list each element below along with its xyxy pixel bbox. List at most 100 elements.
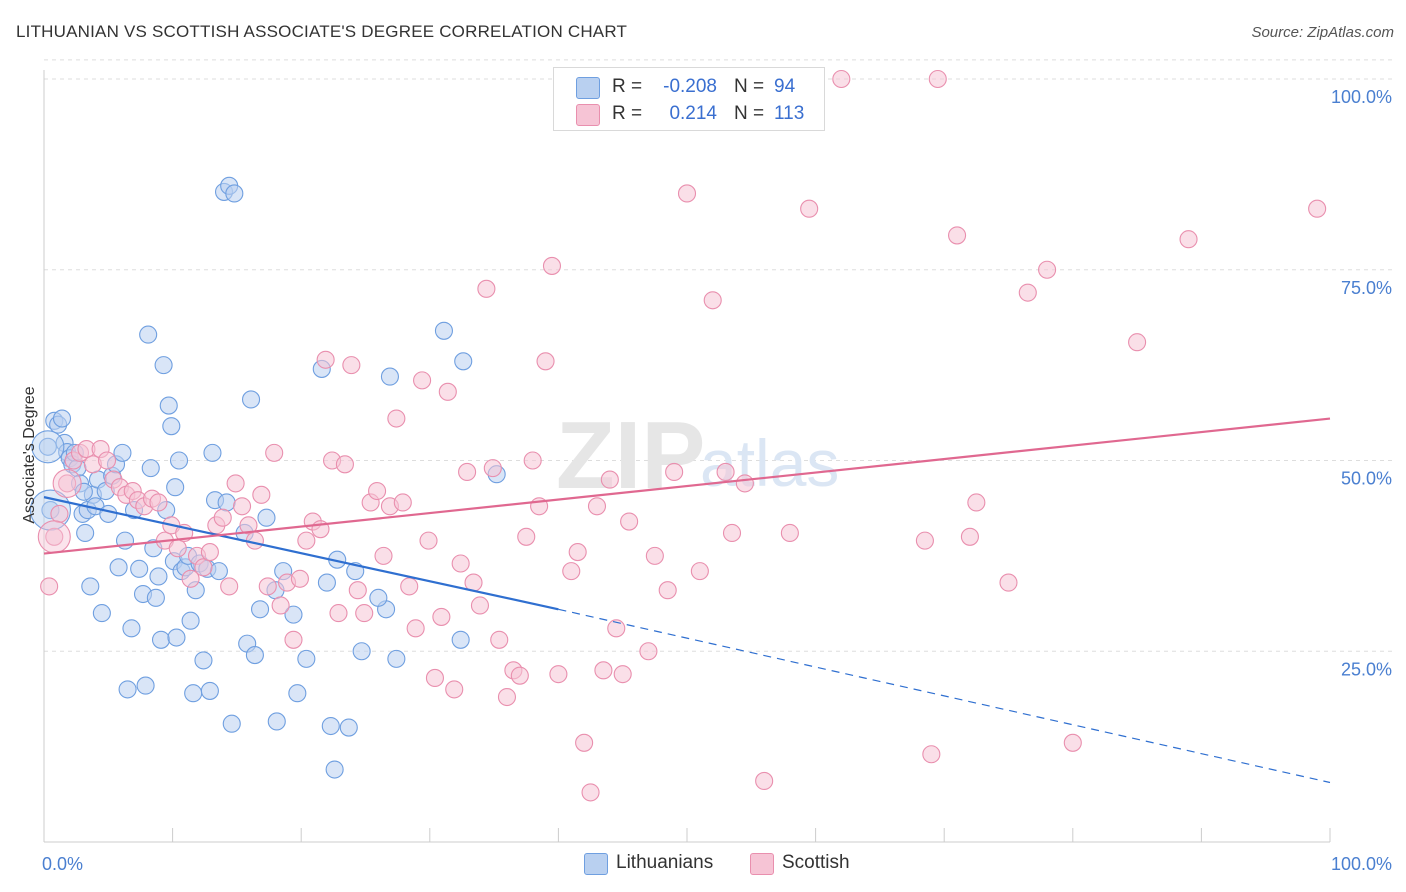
point-lithuanians bbox=[194, 651, 213, 670]
point-scottish bbox=[45, 527, 64, 546]
point-scottish bbox=[297, 531, 316, 550]
point-lithuanians bbox=[250, 600, 270, 619]
point-lithuanians bbox=[166, 478, 185, 497]
y-tick-label: 100.0% bbox=[1331, 87, 1392, 107]
legend-n-value: 113 bbox=[774, 103, 805, 124]
y-tick-label: 25.0% bbox=[1341, 659, 1392, 679]
point-lithuanians bbox=[203, 443, 222, 462]
point-lithuanians bbox=[159, 396, 178, 415]
labels-layer: Associate's Degree 25.0% 50.0% 75.0% 100.0%… bbox=[21, 87, 1392, 874]
point-lithuanians bbox=[81, 577, 100, 596]
point-lithuanians bbox=[321, 716, 340, 736]
point-scottish bbox=[542, 256, 562, 275]
point-scottish bbox=[562, 562, 581, 581]
point-lithuanians bbox=[151, 630, 171, 649]
point-scottish bbox=[999, 573, 1018, 592]
point-scottish bbox=[220, 577, 239, 596]
y-tick-label: 50.0% bbox=[1341, 469, 1392, 489]
legend-n-label: N = bbox=[734, 76, 765, 97]
point-lithuanians bbox=[288, 684, 307, 703]
point-lithuanians bbox=[52, 409, 72, 428]
point-lithuanians bbox=[209, 562, 228, 581]
legend-r-label: R = bbox=[612, 76, 643, 97]
point-scottish bbox=[355, 604, 374, 623]
point-scottish bbox=[50, 504, 69, 523]
legend-r-label: R = bbox=[612, 103, 643, 124]
x-tick-label: 100.0% bbox=[1331, 854, 1392, 874]
point-lithuanians bbox=[380, 367, 399, 386]
legend-swatch-lithuanians bbox=[584, 853, 608, 875]
point-scottish bbox=[1179, 230, 1198, 249]
point-scottish bbox=[690, 562, 709, 581]
point-lithuanians bbox=[222, 714, 241, 733]
point-scottish bbox=[575, 733, 594, 752]
point-scottish bbox=[948, 226, 967, 245]
correlation-legend: R = -0.208 N = 94 R = 0.214 N = 113 bbox=[553, 67, 825, 131]
trend-layer bbox=[43, 417, 1331, 784]
point-scottish bbox=[594, 661, 613, 680]
point-scottish bbox=[716, 462, 735, 481]
point-scottish bbox=[252, 485, 271, 504]
point-scottish bbox=[419, 531, 438, 550]
point-lithuanians bbox=[113, 443, 132, 462]
point-scottish bbox=[213, 508, 232, 527]
point-scottish bbox=[1018, 283, 1037, 302]
point-lithuanians bbox=[297, 649, 316, 668]
point-scottish bbox=[477, 279, 496, 298]
point-lithuanians bbox=[154, 356, 173, 375]
point-lithuanians bbox=[74, 482, 93, 501]
watermark: ZIP atlas bbox=[556, 402, 839, 509]
point-scottish bbox=[329, 604, 348, 623]
point-scottish bbox=[368, 481, 387, 501]
point-scottish bbox=[168, 539, 187, 558]
legend-n-value: 94 bbox=[774, 76, 796, 97]
point-scottish bbox=[387, 409, 406, 428]
point-scottish bbox=[497, 687, 517, 707]
point-scottish bbox=[703, 291, 722, 310]
point-scottish bbox=[226, 474, 245, 493]
point-large-lithuanians bbox=[31, 430, 65, 464]
y-tick-label: 75.0% bbox=[1341, 278, 1392, 298]
legend-label-lithuanians: Lithuanians bbox=[616, 852, 714, 873]
point-scottish bbox=[470, 596, 490, 615]
point-scottish bbox=[181, 569, 200, 588]
point-scottish bbox=[1128, 333, 1147, 352]
point-lithuanians bbox=[454, 352, 473, 371]
point-lithuanians bbox=[141, 459, 160, 478]
point-scottish bbox=[639, 642, 658, 661]
point-scottish bbox=[613, 665, 632, 684]
watermark-atlas: atlas bbox=[700, 426, 839, 500]
point-lithuanians bbox=[146, 588, 165, 607]
point-scottish bbox=[200, 543, 219, 562]
axes-layer bbox=[43, 70, 1331, 843]
point-lithuanians bbox=[136, 676, 155, 695]
point-lithuanians bbox=[325, 760, 344, 779]
legend-r-value: 0.214 bbox=[669, 103, 717, 124]
trendline-scottish bbox=[43, 417, 1331, 555]
point-scottish bbox=[607, 619, 626, 638]
point-scottish bbox=[425, 668, 444, 688]
point-scottish bbox=[258, 577, 277, 596]
point-scottish bbox=[600, 470, 619, 489]
legend-swatch-lithuanians bbox=[576, 77, 600, 99]
point-scottish bbox=[645, 546, 664, 565]
point-lithuanians bbox=[317, 573, 336, 592]
point-lithuanians bbox=[99, 504, 118, 523]
point-scottish bbox=[549, 665, 568, 684]
point-scottish bbox=[406, 619, 425, 638]
trendline-extension-lithuanians bbox=[558, 608, 1331, 784]
point-lithuanians bbox=[122, 619, 141, 638]
point-scottish bbox=[413, 371, 432, 390]
point-lithuanians bbox=[369, 588, 388, 607]
point-lithuanians bbox=[38, 437, 57, 456]
x-tick-label: 0.0% bbox=[42, 854, 83, 874]
point-lithuanians bbox=[352, 642, 371, 661]
point-scottish bbox=[458, 462, 477, 481]
point-scottish bbox=[265, 443, 284, 462]
point-lithuanians bbox=[217, 493, 236, 512]
point-lithuanians bbox=[387, 649, 406, 668]
point-scottish bbox=[445, 680, 464, 699]
point-scottish bbox=[451, 554, 470, 573]
point-scottish bbox=[438, 382, 457, 401]
